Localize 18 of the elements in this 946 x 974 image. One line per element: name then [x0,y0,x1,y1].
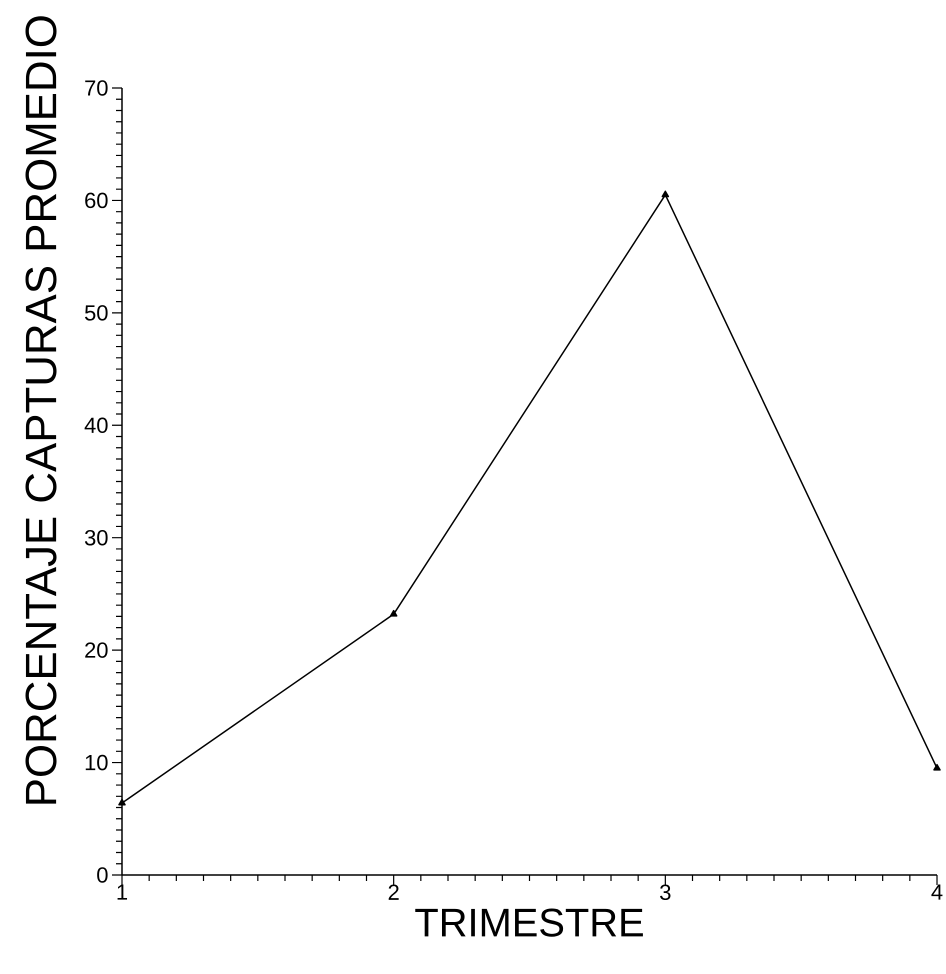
y-tick-label: 0 [97,867,108,883]
point [118,798,126,806]
y-tick-label: 40 [84,418,108,434]
x-tick-label: 3 [660,884,670,900]
x-tick-label: 1 [118,884,128,900]
point [662,190,670,198]
x-tick-label: 4 [931,884,942,900]
y-tick-label: 20 [85,642,108,658]
y-tick-label: 50 [84,305,108,321]
x-axis-title: TRIMESTRE [415,908,643,937]
x-tick-label: 2 [388,884,399,900]
point [933,764,941,771]
y-tick-label: 30 [84,530,108,546]
y-tick-label: 10 [86,754,108,770]
y-axis-title: PORCENTAJE CAPTURAS PROMEDIO [26,16,57,804]
point [390,610,398,617]
y-tick-label: 60 [85,192,108,208]
y-tick-label: 70 [85,80,108,96]
